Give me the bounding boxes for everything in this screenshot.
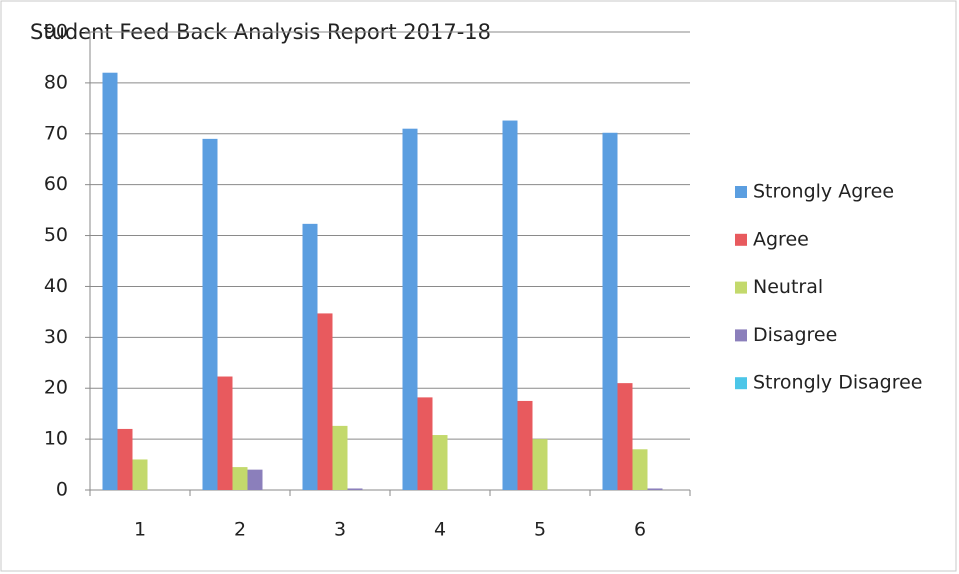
bar (102, 72, 118, 490)
x-tick-label: 6 (634, 519, 646, 541)
legend-label: Agree (753, 228, 809, 250)
x-tick-label: 5 (534, 519, 546, 541)
bar (417, 397, 433, 490)
y-tick-label: 70 (44, 122, 68, 144)
bar (602, 132, 618, 490)
legend-label: Neutral (753, 276, 823, 298)
bar (532, 439, 548, 490)
bar (402, 128, 418, 490)
y-tick-label: 10 (44, 428, 68, 450)
x-tick-label: 1 (134, 519, 146, 541)
bar (302, 223, 318, 490)
bar (117, 428, 133, 490)
bar (617, 383, 633, 490)
y-tick-label: 50 (44, 224, 68, 246)
legend-swatch (735, 377, 747, 390)
y-tick-label: 20 (44, 377, 68, 399)
legend-label: Disagree (753, 324, 837, 346)
y-tick-label: 30 (44, 326, 68, 348)
bar (202, 138, 218, 490)
legend-swatch (735, 233, 747, 246)
bar (217, 376, 233, 490)
y-tick-label: 60 (44, 173, 68, 195)
bar (232, 467, 248, 490)
legend-swatch (735, 281, 747, 294)
bar (632, 449, 648, 490)
x-tick-label: 4 (434, 519, 446, 541)
y-tick-label: 0 (56, 479, 68, 501)
y-tick-label: 90 (44, 21, 68, 43)
legend-label: Strongly Agree (753, 181, 894, 203)
legend-swatch (735, 186, 747, 198)
bar (502, 120, 518, 491)
y-tick-label: 40 (44, 275, 68, 297)
bar (347, 488, 363, 490)
y-tick-label: 80 (44, 71, 68, 93)
x-tick-label: 2 (234, 519, 246, 541)
legend-label: Strongly Disagree (753, 372, 922, 394)
legend-swatch (735, 329, 747, 342)
bar (247, 469, 263, 490)
bar (317, 313, 333, 490)
bar (132, 459, 148, 490)
bar (432, 435, 448, 490)
bar (647, 488, 663, 490)
x-tick-label: 3 (334, 519, 346, 541)
bar (517, 400, 533, 490)
bar (332, 425, 348, 490)
